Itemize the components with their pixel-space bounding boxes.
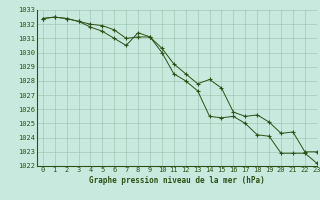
X-axis label: Graphe pression niveau de la mer (hPa): Graphe pression niveau de la mer (hPa) — [89, 176, 265, 185]
